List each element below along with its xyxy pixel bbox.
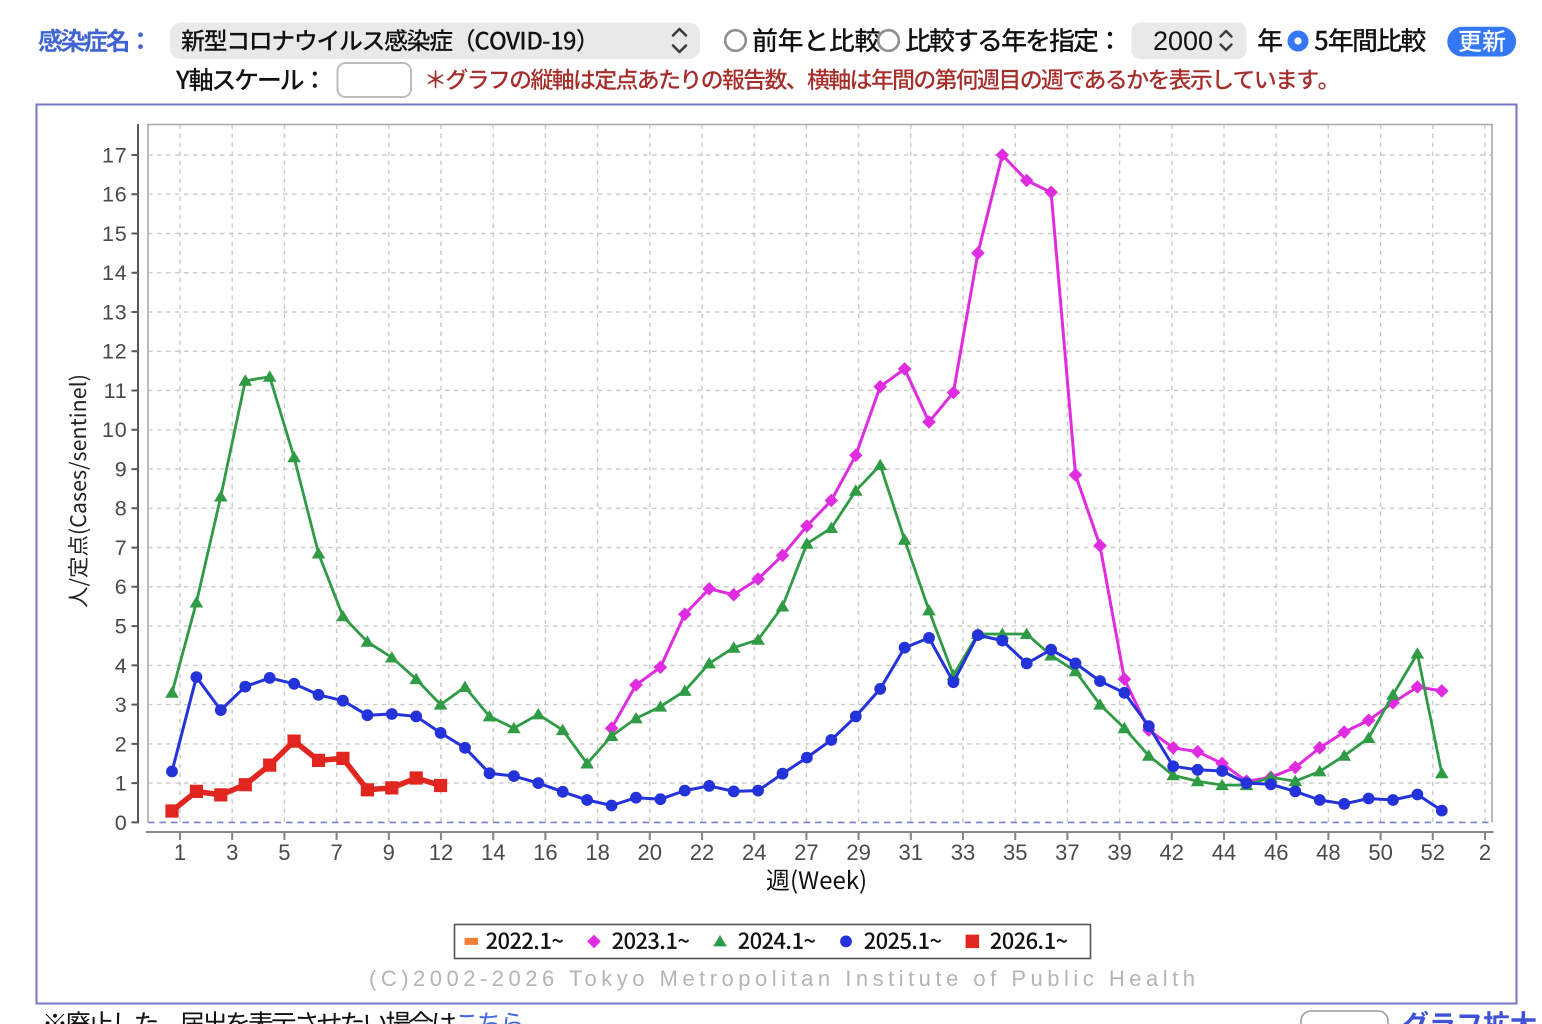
svg-text:9: 9 [115, 458, 128, 482]
svg-text:12: 12 [102, 340, 128, 364]
svg-text:11: 11 [104, 379, 128, 403]
svg-text:1: 1 [174, 840, 186, 865]
svg-text:13: 13 [102, 300, 128, 324]
svg-text:44: 44 [1212, 840, 1236, 865]
svg-text:3: 3 [115, 693, 128, 717]
svg-text:24: 24 [742, 840, 766, 865]
svg-text:2: 2 [115, 732, 128, 756]
svg-text:(C)2002-2026 Tokyo Metropolita: (C)2002-2026 Tokyo Metropolitan Institut… [369, 966, 1199, 991]
svg-text:48: 48 [1316, 840, 1340, 865]
svg-text:39: 39 [1107, 840, 1131, 865]
svg-text:52: 52 [1421, 840, 1445, 865]
svg-text:3: 3 [226, 840, 238, 865]
svg-text:4: 4 [115, 654, 128, 678]
svg-text:29: 29 [846, 840, 870, 865]
svg-text:6: 6 [115, 575, 128, 599]
svg-text:33: 33 [951, 840, 975, 865]
svg-text:10: 10 [102, 418, 128, 442]
svg-text:27: 27 [794, 840, 818, 865]
svg-text:42: 42 [1160, 840, 1184, 865]
svg-text:22: 22 [690, 840, 714, 865]
svg-text:16: 16 [533, 840, 557, 865]
svg-text:9: 9 [383, 840, 395, 865]
svg-text:18: 18 [585, 840, 609, 865]
svg-text:20: 20 [638, 840, 662, 865]
svg-text:50: 50 [1368, 840, 1392, 865]
svg-text:14: 14 [481, 840, 505, 865]
svg-text:2: 2 [1479, 840, 1491, 865]
svg-text:7: 7 [115, 536, 128, 560]
svg-text:8: 8 [115, 497, 128, 521]
svg-text:0: 0 [115, 811, 128, 835]
svg-text:15: 15 [102, 222, 128, 246]
svg-text:7: 7 [330, 840, 342, 865]
svg-text:16: 16 [102, 183, 128, 207]
svg-text:2000: 2000 [1153, 26, 1213, 56]
svg-text:46: 46 [1264, 840, 1288, 865]
svg-text:5: 5 [278, 840, 290, 865]
svg-text:31: 31 [899, 840, 923, 865]
svg-text:35: 35 [1003, 840, 1027, 865]
svg-text:1: 1 [115, 772, 128, 796]
svg-text:17: 17 [102, 143, 128, 167]
svg-text:12: 12 [429, 840, 453, 865]
svg-text:37: 37 [1055, 840, 1079, 865]
svg-text:5: 5 [115, 615, 128, 639]
svg-text:14: 14 [102, 261, 128, 285]
